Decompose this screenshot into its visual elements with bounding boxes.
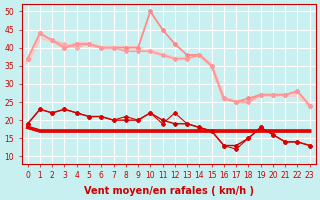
X-axis label: Vent moyen/en rafales ( km/h ): Vent moyen/en rafales ( km/h ) <box>84 186 254 196</box>
